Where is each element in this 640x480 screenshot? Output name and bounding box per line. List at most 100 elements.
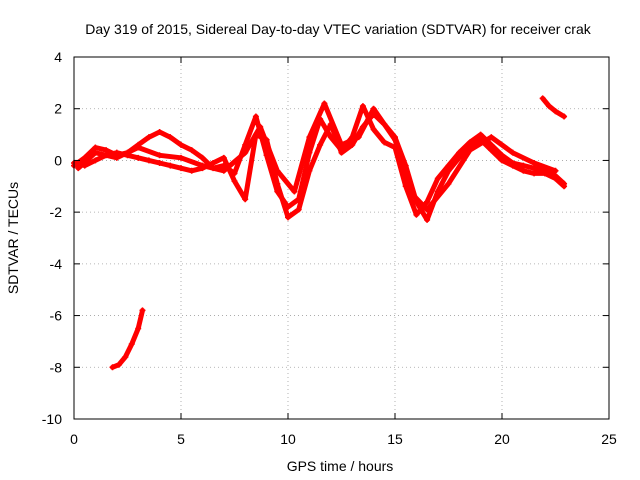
data-point <box>327 134 334 141</box>
data-point <box>242 149 249 156</box>
data-point <box>156 152 163 159</box>
data-point <box>520 167 527 174</box>
data-point <box>92 157 99 164</box>
ticks <box>73 56 610 420</box>
data-point <box>92 144 99 151</box>
y-tick-label: -4 <box>50 256 63 272</box>
x-tick-label: 20 <box>494 431 510 447</box>
data-point <box>220 167 227 174</box>
x-axis-label: GPS time / hours <box>287 458 394 474</box>
data-point <box>338 141 345 148</box>
y-tick-label: 0 <box>54 152 62 168</box>
y-tick-label: -8 <box>50 359 63 375</box>
x-tick-label: 5 <box>177 431 185 447</box>
data-point <box>145 157 152 164</box>
series-line <box>75 101 558 213</box>
data-point <box>128 341 135 348</box>
data-point <box>409 191 416 198</box>
y-tick-label: 4 <box>54 49 62 65</box>
x-tick-label: 25 <box>601 431 617 447</box>
data-point <box>199 162 206 169</box>
data-point <box>434 175 441 182</box>
data-point <box>381 139 388 146</box>
series-line <box>110 307 145 370</box>
data-point <box>122 353 129 360</box>
data-point <box>531 160 538 167</box>
data-point <box>488 147 495 154</box>
data-point <box>546 103 553 110</box>
data-point <box>424 198 431 205</box>
x-tick-labels: 0 5 10 15 20 25 <box>70 431 617 447</box>
data-point <box>520 162 527 169</box>
data-point <box>92 149 99 156</box>
data-point <box>466 147 473 154</box>
data-point <box>541 170 548 177</box>
data-point <box>139 307 146 314</box>
data-point <box>156 128 163 135</box>
series-layer <box>71 95 568 371</box>
data-point <box>113 149 120 156</box>
data-point <box>355 134 362 141</box>
grid <box>74 57 609 419</box>
data-point <box>370 126 377 133</box>
data-point <box>306 134 313 141</box>
data-point <box>220 154 227 161</box>
data-point <box>445 167 452 174</box>
data-point <box>531 165 538 172</box>
y-tick-label: 2 <box>54 101 62 117</box>
x-tick-label: 0 <box>70 431 78 447</box>
data-point <box>188 147 195 154</box>
data-point <box>75 165 82 172</box>
data-point <box>445 180 452 187</box>
data-point <box>466 139 473 146</box>
data-point <box>424 216 431 223</box>
series-track-c <box>75 100 559 213</box>
data-point <box>306 167 313 174</box>
data-point <box>274 167 281 174</box>
data-point <box>285 214 291 221</box>
chart-title: Day 319 of 2015, Sidereal Day-to-day VTE… <box>85 21 591 37</box>
data-point <box>115 361 122 368</box>
data-point <box>109 364 116 371</box>
data-point <box>156 160 163 167</box>
data-point <box>135 154 142 161</box>
data-point <box>167 162 174 169</box>
data-point <box>539 95 546 102</box>
series-line <box>540 95 567 119</box>
data-point <box>392 136 398 143</box>
x-tick-label: 15 <box>387 431 403 447</box>
y-tick-label: -2 <box>50 204 63 220</box>
series-segment-high <box>539 95 568 120</box>
plot-frame <box>73 56 610 420</box>
data-point <box>242 196 249 203</box>
data-point <box>317 141 324 148</box>
data-point <box>338 149 345 156</box>
data-point <box>257 123 264 130</box>
y-axis-label: SDTVAR / TECUs <box>5 182 21 294</box>
data-point <box>552 167 559 174</box>
data-point <box>231 178 238 185</box>
data-point <box>103 147 110 154</box>
data-point <box>477 131 484 138</box>
y-tick-labels: 4 2 0 -2 -4 -6 -8 -10 <box>42 49 62 427</box>
data-point <box>359 103 366 110</box>
data-point <box>488 134 495 141</box>
data-point <box>145 134 152 141</box>
data-point <box>113 154 120 161</box>
data-point <box>456 154 463 161</box>
data-point <box>509 162 516 169</box>
data-point <box>252 113 259 120</box>
data-point <box>499 157 505 164</box>
data-point <box>188 167 195 174</box>
data-point <box>291 188 298 195</box>
data-point <box>178 165 184 172</box>
data-point <box>321 100 328 107</box>
data-point <box>552 108 559 115</box>
data-point <box>295 206 302 213</box>
series-segment-low <box>109 307 146 371</box>
data-point <box>274 180 281 187</box>
data-point <box>210 160 217 167</box>
y-tick-label: -10 <box>42 411 62 427</box>
